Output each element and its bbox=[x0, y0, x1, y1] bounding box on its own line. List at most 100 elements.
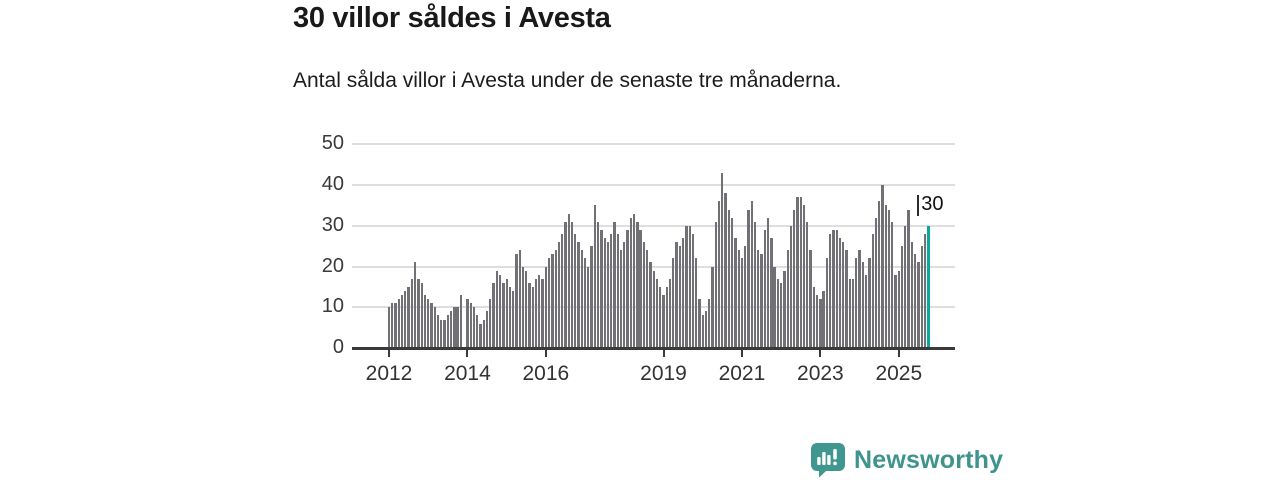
bar bbox=[740, 258, 744, 348]
bar bbox=[600, 229, 603, 348]
bar bbox=[920, 246, 923, 348]
bar bbox=[472, 307, 476, 348]
bar bbox=[881, 185, 884, 348]
bar bbox=[593, 205, 597, 348]
bar bbox=[760, 254, 763, 348]
bar bbox=[737, 250, 740, 348]
y-axis-label: 20 bbox=[321, 254, 344, 277]
bar bbox=[655, 278, 659, 348]
bar bbox=[871, 233, 874, 348]
bar bbox=[590, 246, 593, 348]
bar bbox=[822, 291, 825, 348]
bar bbox=[417, 278, 420, 348]
bar bbox=[479, 323, 482, 348]
bar bbox=[744, 246, 747, 348]
x-axis-line bbox=[352, 347, 955, 350]
bar bbox=[489, 299, 492, 348]
x-axis-label: 2016 bbox=[522, 362, 570, 385]
x-axis-tick bbox=[388, 350, 390, 357]
y-axis-label: 50 bbox=[321, 132, 344, 155]
bar bbox=[734, 238, 737, 348]
bar bbox=[832, 229, 835, 348]
bar bbox=[757, 250, 760, 348]
bar bbox=[453, 307, 456, 348]
bar bbox=[858, 250, 861, 348]
bar bbox=[662, 295, 665, 348]
bar bbox=[695, 258, 698, 348]
bar bbox=[842, 242, 845, 348]
x-axis-label: 2019 bbox=[640, 362, 687, 385]
bar bbox=[567, 213, 570, 348]
bar bbox=[714, 221, 717, 348]
bar bbox=[868, 258, 871, 348]
x-axis-tick bbox=[740, 350, 743, 357]
bar bbox=[649, 262, 652, 348]
bar bbox=[574, 233, 577, 348]
x-axis-tick bbox=[662, 350, 665, 357]
bar bbox=[884, 205, 887, 348]
bar bbox=[812, 286, 815, 348]
x-axis-label: 2014 bbox=[444, 362, 491, 385]
bar bbox=[603, 238, 606, 348]
grid-line bbox=[352, 184, 955, 187]
bar bbox=[449, 311, 453, 348]
bar bbox=[561, 233, 564, 348]
bar bbox=[623, 242, 626, 348]
bar bbox=[616, 233, 619, 348]
bar bbox=[551, 254, 554, 348]
bar bbox=[632, 213, 636, 348]
bar bbox=[554, 250, 557, 348]
bar bbox=[815, 295, 819, 348]
bar bbox=[528, 282, 531, 348]
bar bbox=[904, 225, 907, 348]
bar bbox=[878, 201, 881, 348]
bar bbox=[547, 258, 551, 348]
bar bbox=[482, 319, 485, 348]
bar bbox=[404, 291, 407, 348]
bar bbox=[721, 172, 724, 348]
x-axis-label: 2023 bbox=[797, 362, 844, 385]
bar bbox=[864, 274, 868, 348]
bar bbox=[789, 225, 793, 348]
bar bbox=[848, 278, 851, 348]
bar bbox=[400, 295, 404, 348]
bar bbox=[469, 303, 472, 348]
bar bbox=[397, 299, 400, 348]
bar bbox=[629, 217, 632, 348]
bar bbox=[498, 274, 502, 348]
bar bbox=[427, 299, 430, 348]
bar bbox=[531, 286, 534, 348]
bar bbox=[806, 221, 809, 348]
bar bbox=[838, 238, 842, 348]
bar bbox=[724, 193, 727, 348]
bar bbox=[652, 270, 655, 348]
bar bbox=[495, 270, 498, 348]
x-axis-tick bbox=[466, 350, 469, 357]
bar bbox=[534, 278, 538, 348]
bar bbox=[610, 233, 613, 348]
bar bbox=[783, 270, 786, 348]
bar bbox=[874, 217, 878, 348]
bar bbox=[917, 262, 920, 348]
bar bbox=[456, 307, 459, 348]
bar bbox=[809, 250, 812, 348]
y-axis-label: 40 bbox=[321, 173, 344, 196]
bar bbox=[619, 250, 623, 348]
bar bbox=[443, 319, 446, 348]
bar bbox=[446, 315, 449, 348]
chart-subtitle: Antal sålda villor i Avesta under de sen… bbox=[293, 69, 842, 92]
bar bbox=[436, 315, 440, 348]
bar bbox=[626, 229, 629, 348]
bar bbox=[433, 307, 436, 348]
chart-title: 30 villor såldes i Avesta bbox=[293, 2, 611, 34]
bar bbox=[704, 311, 708, 348]
bar bbox=[835, 229, 838, 348]
bar bbox=[802, 205, 806, 348]
grid-line bbox=[352, 224, 955, 227]
bar bbox=[776, 278, 780, 348]
bar bbox=[672, 258, 675, 348]
bar bbox=[410, 278, 414, 348]
grid-line bbox=[352, 143, 955, 146]
bar bbox=[891, 221, 894, 348]
bar bbox=[730, 217, 734, 348]
